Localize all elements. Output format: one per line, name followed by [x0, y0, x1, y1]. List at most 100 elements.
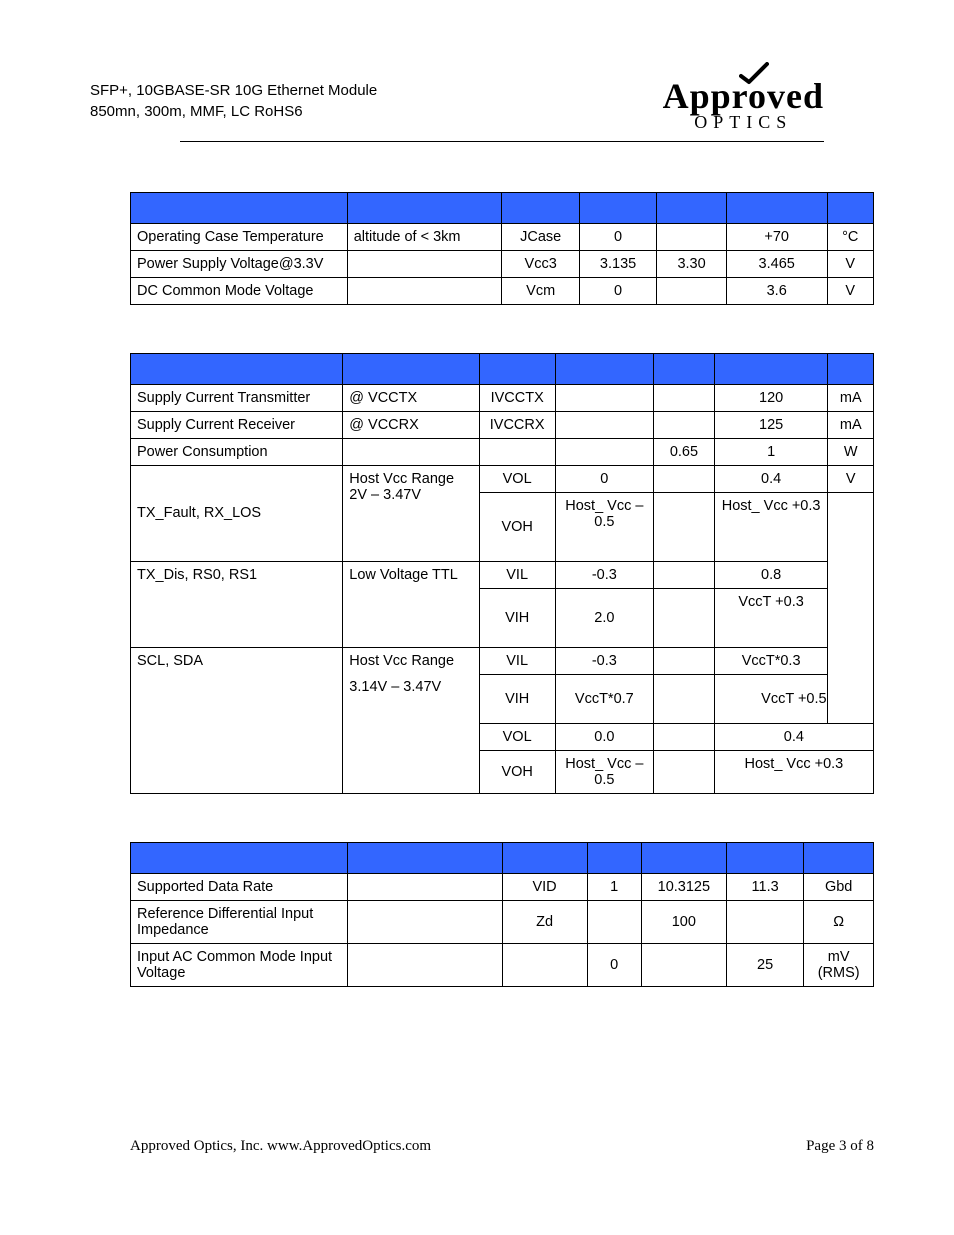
cell-max: VccT*0.3: [714, 647, 828, 674]
footer-company: Approved Optics, Inc. www.ApprovedOptics…: [130, 1138, 431, 1155]
table-row: TX_Dis, RS0, RS1 Low Voltage TTL VIL -0.…: [131, 561, 874, 588]
logo-checkmark-icon: [739, 62, 769, 86]
cell-typ: [654, 750, 715, 793]
cell-unit: mV (RMS): [804, 943, 874, 986]
cell-min: -0.3: [555, 647, 654, 674]
table-row: Input AC Common Mode Input Voltage 0 25 …: [131, 943, 874, 986]
table-row: Supply Current Receiver @ VCCRX IVCCRX 1…: [131, 411, 874, 438]
cell-cond: @ VCCRX: [343, 411, 479, 438]
high-speed-characteristics-table: Supported Data Rate VID 1 10.3125 11.3 G…: [130, 842, 874, 987]
cell-param: Supported Data Rate: [131, 873, 348, 900]
cell-min: VccT*0.7: [555, 674, 654, 723]
cell-sym: VIH: [479, 674, 555, 723]
cell-max: 0.4: [714, 465, 828, 492]
table-row: Reference Differential Input Impedance Z…: [131, 900, 874, 943]
cell-param: Supply Current Transmitter: [131, 384, 343, 411]
cell-unit: mA: [828, 411, 874, 438]
cell-min: Host_ Vcc – 0.5: [555, 492, 654, 561]
cell-min: 0: [579, 223, 656, 250]
cell-typ: [654, 411, 715, 438]
page-footer: Approved Optics, Inc. www.ApprovedOptics…: [130, 1138, 874, 1155]
cell-min: 1: [587, 873, 641, 900]
table-row: Power Consumption 0.65 1 W: [131, 438, 874, 465]
cell-max: 3.6: [726, 277, 827, 304]
table-header-row: [131, 842, 874, 873]
cell-typ: [641, 943, 726, 986]
cell-sym: VIL: [479, 647, 555, 674]
cell-sym: [502, 943, 587, 986]
cell-min: 0: [579, 277, 656, 304]
cell-param: Operating Case Temperature: [131, 223, 348, 250]
cell-param: Reference Differential Input Impedance: [131, 900, 348, 943]
cell-unit: mA: [828, 384, 874, 411]
cell-unit: V: [827, 277, 874, 304]
cell-max: 0.4: [714, 723, 873, 750]
table-row: Supported Data Rate VID 1 10.3125 11.3 G…: [131, 873, 874, 900]
cell-cond: [347, 943, 502, 986]
cell-min: Host_ Vcc – 0.5: [555, 750, 654, 793]
cell-sym: VID: [502, 873, 587, 900]
page-header: SFP+, 10GBASE-SR 10G Ethernet Module 850…: [90, 80, 824, 131]
cell-sym: VIL: [479, 561, 555, 588]
cell-typ: 3.30: [657, 250, 727, 277]
cell-cond: [347, 873, 502, 900]
cell-max: 0.8: [714, 561, 828, 588]
tables-container: Operating Case Temperature altitude of <…: [130, 192, 874, 987]
cell-min: [555, 411, 654, 438]
header-divider: [180, 141, 824, 142]
cell-max: 120: [714, 384, 828, 411]
cell-typ: [654, 674, 715, 723]
cell-sym: VOH: [479, 492, 555, 561]
table-header-row: [131, 353, 874, 384]
cell-typ: [654, 647, 715, 674]
cell-param: Power Consumption: [131, 438, 343, 465]
cell-unit: V: [828, 465, 874, 492]
operating-conditions-table: Operating Case Temperature altitude of <…: [130, 192, 874, 305]
logo-text-bottom: OPTICS: [663, 114, 824, 130]
logo-text-top: Approved: [663, 80, 824, 112]
cell-min: 0: [555, 465, 654, 492]
cell-typ: [654, 465, 715, 492]
header-line2: 850mn, 300m, MMF, LC RoHS6: [90, 103, 303, 120]
cell-cond: [347, 250, 502, 277]
cell-sym: JCase: [502, 223, 579, 250]
cell-param: Supply Current Receiver: [131, 411, 343, 438]
table-header-row: [131, 192, 874, 223]
cell-min: 3.135: [579, 250, 656, 277]
cell-sym: IVCCRX: [479, 411, 555, 438]
cell-min: 2.0: [555, 588, 654, 647]
cell-typ: [654, 492, 715, 561]
cell-param: SCL, SDA: [131, 647, 343, 674]
cell-cond: Host Vcc Range 2V – 3.47V: [343, 465, 479, 561]
cell-unit: Gbd: [804, 873, 874, 900]
cell-cond: 3.14V – 3.47V: [343, 674, 479, 793]
footer-page-number: Page 3 of 8: [806, 1138, 874, 1155]
cell-typ: [657, 223, 727, 250]
cell-param: DC Common Mode Voltage: [131, 277, 348, 304]
cell-max: 11.3: [726, 873, 803, 900]
cell-max: 3.465: [726, 250, 827, 277]
cell-cond: [347, 277, 502, 304]
cell-max: 25: [726, 943, 803, 986]
cell-typ: [654, 723, 715, 750]
cell-param: TX_Fault, RX_LOS: [131, 465, 343, 561]
cell-unit: V: [827, 250, 874, 277]
cell-sym: VOL: [479, 723, 555, 750]
cell-typ: [657, 277, 727, 304]
table-row: DC Common Mode Voltage Vcm 0 3.6 V: [131, 277, 874, 304]
cell-sym: Zd: [502, 900, 587, 943]
cell-unit: °C: [827, 223, 874, 250]
header-line1: SFP+, 10GBASE-SR 10G Ethernet Module: [90, 82, 377, 99]
cell-sym: VOH: [479, 750, 555, 793]
cell-cond: @ VCCTX: [343, 384, 479, 411]
cell-min: 0: [587, 943, 641, 986]
cell-cond: altitude of < 3km: [347, 223, 502, 250]
cell-cond: [343, 438, 479, 465]
cell-cond: [347, 900, 502, 943]
cell-max: 125: [714, 411, 828, 438]
cell-max: VccT +0.5: [714, 674, 873, 723]
cell-typ: [654, 561, 715, 588]
company-logo: Approved OPTICS: [663, 80, 824, 131]
cell-sym: IVCCTX: [479, 384, 555, 411]
cell-cond: Host Vcc Range: [343, 647, 479, 674]
